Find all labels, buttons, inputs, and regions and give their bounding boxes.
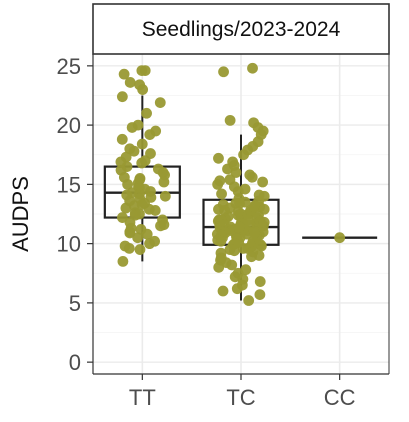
data-point bbox=[230, 167, 242, 178]
data-point bbox=[253, 189, 265, 201]
data-point bbox=[132, 232, 144, 244]
data-point bbox=[234, 221, 245, 233]
x-tick-labels: TT TC CC bbox=[129, 385, 356, 410]
data-point bbox=[213, 152, 224, 164]
data-point bbox=[218, 66, 229, 78]
y-tick-labels: 0 5 10 15 20 25 bbox=[57, 54, 81, 375]
x-tick-label: TT bbox=[129, 385, 156, 410]
data-point bbox=[124, 77, 136, 88]
data-point bbox=[126, 122, 138, 133]
data-point bbox=[216, 188, 227, 200]
data-point bbox=[144, 129, 156, 140]
data-point bbox=[136, 199, 148, 210]
data-point bbox=[118, 68, 130, 80]
facet-strip: Seedlings/2023-2024 bbox=[92, 3, 390, 55]
data-point bbox=[134, 244, 146, 255]
data-points bbox=[115, 62, 346, 306]
data-point bbox=[158, 176, 170, 188]
y-tick-label: 25 bbox=[57, 54, 81, 79]
data-point bbox=[254, 289, 266, 300]
data-point bbox=[123, 242, 135, 254]
data-point bbox=[237, 242, 249, 254]
data-point bbox=[238, 149, 249, 161]
axes bbox=[87, 54, 390, 380]
data-point bbox=[136, 138, 148, 150]
data-point bbox=[116, 133, 128, 145]
data-point bbox=[124, 227, 136, 239]
data-point bbox=[246, 251, 257, 263]
data-point bbox=[144, 238, 155, 250]
data-point bbox=[248, 227, 260, 239]
data-point bbox=[122, 178, 134, 190]
data-point bbox=[139, 65, 151, 76]
data-point bbox=[214, 175, 226, 187]
data-point bbox=[334, 232, 346, 244]
data-point bbox=[229, 238, 241, 250]
y-tick-label: 20 bbox=[57, 113, 81, 138]
data-point bbox=[254, 276, 266, 287]
x-tick-label: CC bbox=[324, 385, 356, 410]
data-point bbox=[158, 219, 170, 231]
data-point bbox=[246, 171, 258, 183]
data-point bbox=[154, 97, 166, 108]
data-point bbox=[257, 220, 269, 232]
data-point bbox=[117, 256, 129, 267]
data-point bbox=[120, 202, 132, 214]
data-point bbox=[115, 156, 127, 168]
y-tick-label: 5 bbox=[69, 291, 81, 316]
data-point bbox=[116, 91, 128, 103]
y-tick-label: 10 bbox=[57, 232, 81, 257]
data-point bbox=[215, 235, 227, 247]
data-point bbox=[249, 201, 261, 213]
data-point bbox=[159, 190, 171, 202]
data-point bbox=[141, 107, 152, 119]
data-point bbox=[243, 295, 255, 306]
data-point bbox=[247, 62, 258, 74]
data-point bbox=[213, 261, 225, 273]
y-tick-label: 0 bbox=[69, 350, 81, 375]
data-point bbox=[231, 283, 243, 295]
data-point bbox=[226, 259, 238, 271]
data-point bbox=[137, 84, 149, 95]
data-point bbox=[145, 192, 157, 203]
y-tick-label: 15 bbox=[57, 172, 81, 197]
data-point bbox=[222, 163, 233, 175]
data-point bbox=[230, 197, 242, 209]
data-point bbox=[128, 145, 140, 157]
x-tick-label: TC bbox=[226, 385, 255, 410]
data-point bbox=[255, 239, 267, 251]
facet-strip-background bbox=[92, 3, 390, 55]
data-point bbox=[217, 285, 229, 297]
data-point bbox=[258, 203, 270, 215]
data-point bbox=[232, 206, 244, 218]
data-point bbox=[134, 188, 145, 200]
data-point bbox=[134, 208, 145, 220]
data-point bbox=[224, 114, 236, 126]
data-point bbox=[141, 228, 153, 240]
data-point bbox=[152, 163, 164, 175]
facet-title: Seedlings/2023-2024 bbox=[142, 18, 341, 41]
data-point bbox=[257, 176, 269, 188]
y-axis-label: AUDPS bbox=[8, 176, 33, 252]
data-point bbox=[136, 157, 148, 169]
data-point bbox=[134, 173, 146, 184]
